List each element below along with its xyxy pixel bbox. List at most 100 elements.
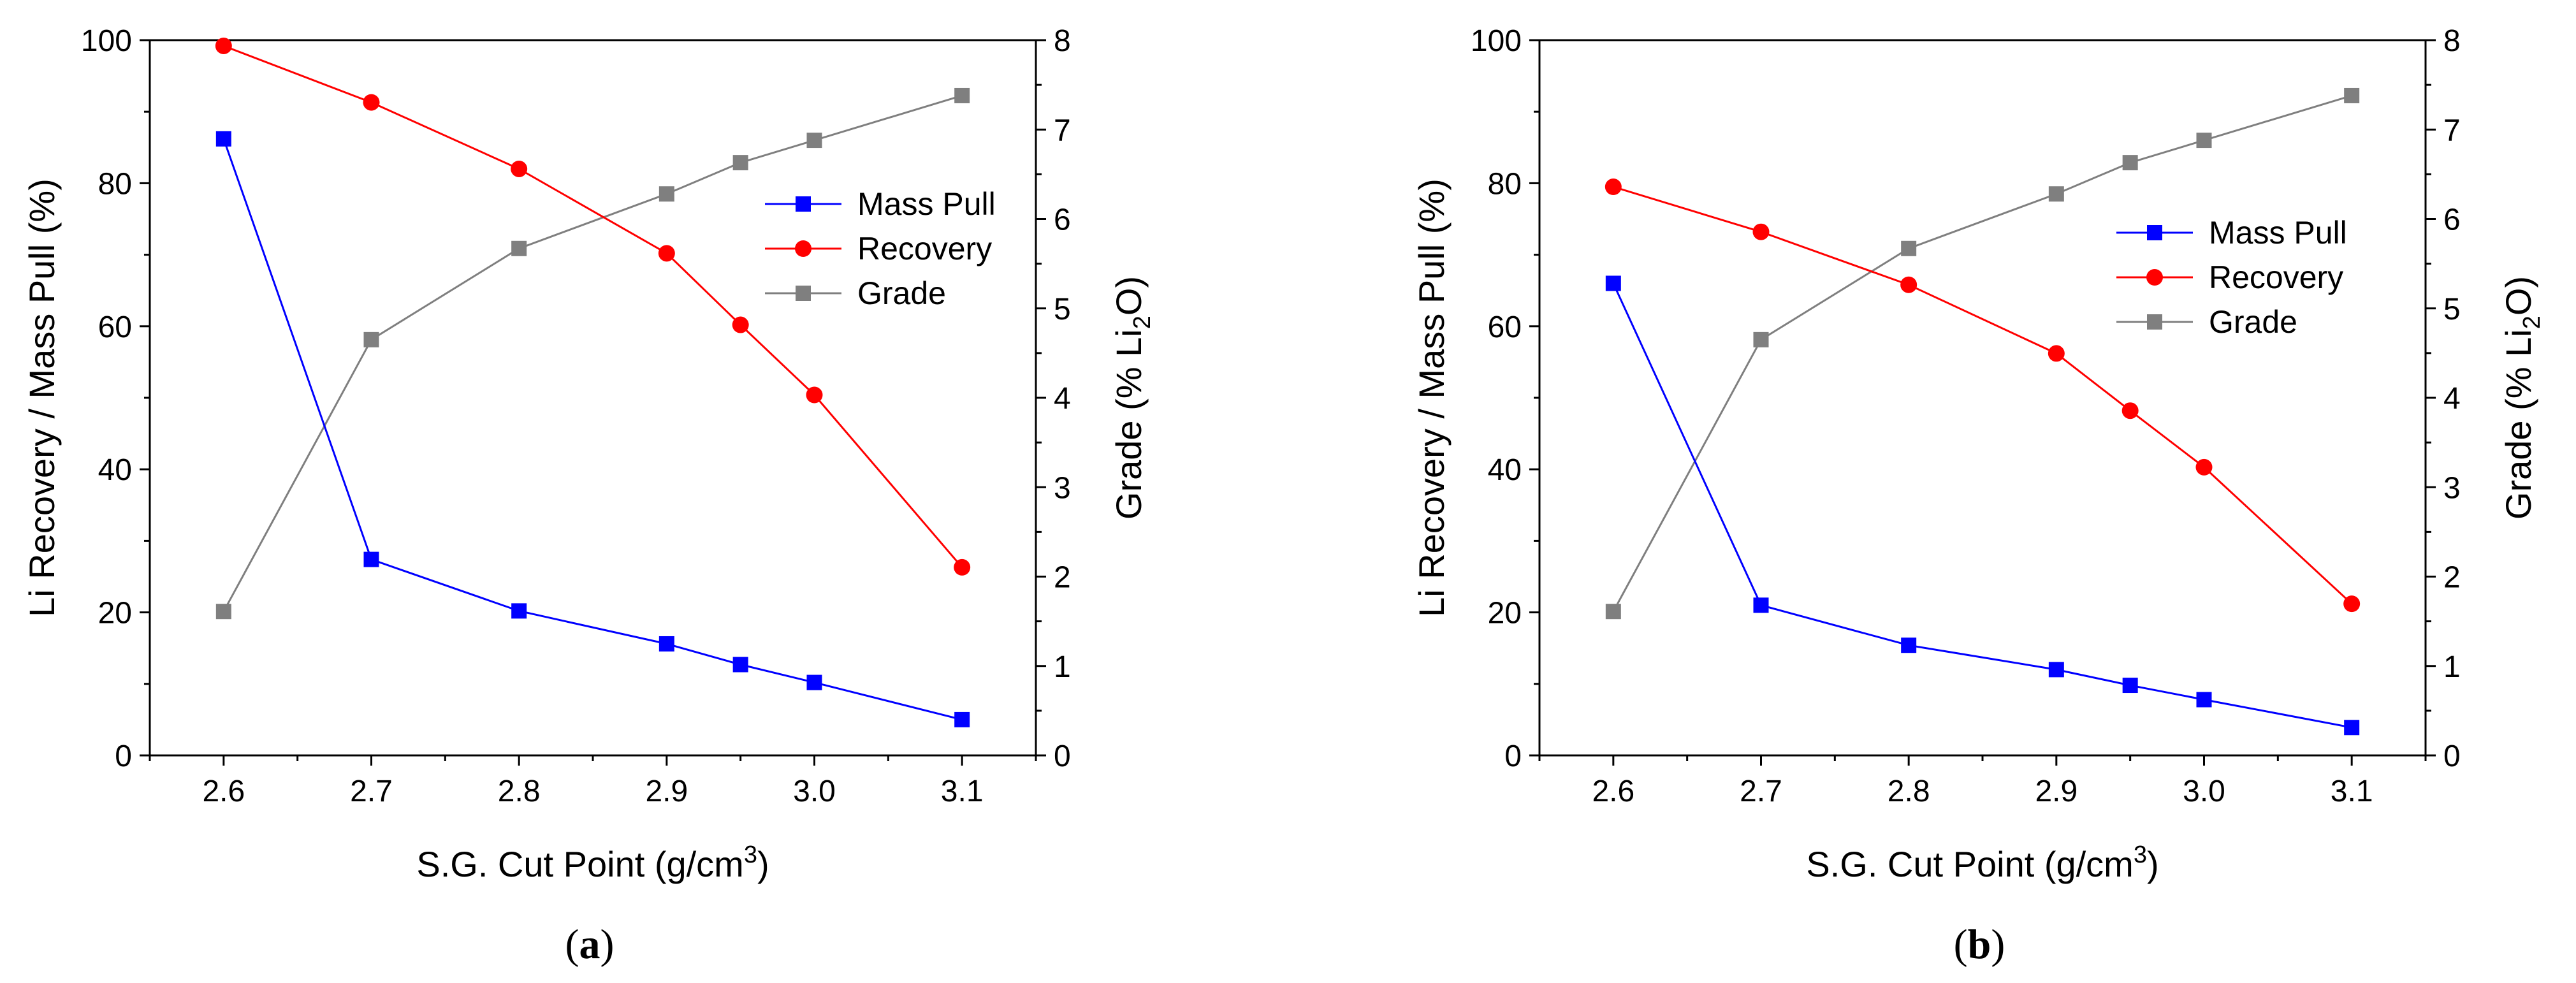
- point-grade: [732, 155, 748, 171]
- point-grade: [363, 331, 379, 347]
- y-left-tick-label: 40: [1488, 453, 1522, 487]
- point-recovery: [732, 316, 749, 333]
- point-grade: [2344, 87, 2360, 103]
- panel-label-letter: a: [579, 921, 600, 968]
- y-right-axis-title-tail: O): [2498, 276, 2538, 316]
- plot-frame: [149, 39, 1037, 757]
- series-line-grade: [1612, 94, 2352, 612]
- y-right-tick-label: 5: [1054, 293, 1071, 326]
- point-recovery: [2343, 595, 2361, 613]
- y-left-tick-label: 0: [1504, 739, 1522, 773]
- y-right-axis-title: Grade (% Li2O): [1109, 276, 1156, 520]
- y-right-tick-label: 1: [1054, 650, 1071, 684]
- point-mass-pull: [1605, 275, 1621, 291]
- panel-label-close: ): [600, 921, 615, 968]
- y-left-tick-label: 60: [98, 310, 132, 344]
- point-grade: [511, 240, 527, 256]
- y-right-tick-label: 6: [1054, 203, 1071, 237]
- point-recovery: [1605, 178, 1622, 196]
- point-recovery: [2121, 402, 2139, 419]
- x-axis-title: S.G. Cut Point (g/cm3): [1806, 841, 2158, 884]
- y-right-tick-label: 5: [2443, 293, 2461, 326]
- y-left-axis-title: Li Recovery / Mass Pull (%): [22, 178, 62, 617]
- y-right-axis-title-sub: 2: [1129, 316, 1156, 329]
- point-recovery: [658, 245, 675, 262]
- x-tick-label: 2.7: [1740, 775, 1782, 808]
- panel-label: (b): [1954, 921, 2005, 968]
- series-line-mass-pull: [222, 138, 963, 721]
- y-right-axis-title-main: Grade (% Li: [1109, 329, 1149, 520]
- x-axis-title-sup: 3: [2134, 841, 2147, 868]
- point-grade: [1753, 331, 1769, 347]
- y-left-tick-label: 40: [98, 453, 132, 487]
- point-mass-pull: [511, 603, 527, 619]
- series-line-recovery: [223, 45, 963, 568]
- series-line-grade: [222, 94, 963, 612]
- y-right-tick-label: 4: [2443, 382, 2461, 416]
- point-recovery: [511, 160, 528, 177]
- point-recovery: [2048, 345, 2065, 362]
- x-tick-label: 2.8: [1888, 775, 1930, 808]
- point-mass-pull: [659, 636, 674, 652]
- x-tick-label: 3.0: [793, 775, 836, 808]
- legend-label-mass-pull: Mass Pull: [2209, 215, 2347, 251]
- point-mass-pull: [732, 657, 748, 673]
- y-right-axis-title: Grade (% Li2O): [2498, 276, 2545, 520]
- y-right-tick-label: 7: [1054, 113, 1071, 147]
- point-mass-pull: [2122, 678, 2138, 694]
- legend: Mass Pull Recovery Grade: [765, 186, 996, 311]
- point-recovery: [2195, 458, 2213, 476]
- y-right-tick-label: 2: [2443, 561, 2461, 595]
- x-tick-label: 2.8: [498, 775, 541, 808]
- legend-label-grade: Grade: [2209, 304, 2297, 340]
- x-axis-title-sup: 3: [744, 841, 757, 868]
- panel-label: (a): [565, 921, 615, 968]
- y-right-tick-label: 1: [2443, 650, 2461, 684]
- y-right-axis-title-main: Grade (% Li: [2498, 329, 2538, 520]
- point-recovery: [1752, 223, 1770, 240]
- panel-label-letter: b: [1968, 921, 1991, 968]
- chart-panel-a: 2.6 2.7 2.8 2.9 3.0 3.1 0 20 40 60 80 100 0 1 2 3 4 5 6 7 8 S…: [22, 24, 1156, 968]
- x-tick-label: 3.1: [941, 775, 984, 808]
- point-recovery: [363, 94, 380, 111]
- legend-marker-grade: [2147, 314, 2162, 330]
- point-grade: [806, 133, 822, 149]
- x-axis-title-tail: ): [2147, 844, 2159, 884]
- plot-frame: [1538, 39, 2427, 757]
- point-mass-pull: [954, 711, 970, 727]
- x-axis-title: S.G. Cut Point (g/cm3): [416, 841, 769, 884]
- x-axis-title-main: S.G. Cut Point (g/cm: [416, 844, 744, 884]
- y-left-tick-label: 100: [1471, 24, 1522, 58]
- legend-marker-recovery: [795, 240, 811, 257]
- legend-marker-recovery: [2146, 269, 2163, 286]
- y-right-tick-label: 8: [1054, 24, 1071, 58]
- y-left-tick-label: 0: [115, 739, 132, 773]
- legend-label-recovery: Recovery: [857, 231, 992, 266]
- x-tick-label: 2.9: [2035, 775, 2078, 808]
- x-tick-label: 2.6: [1592, 775, 1634, 808]
- y-right-tick-label: 8: [2443, 24, 2461, 58]
- x-tick-label: 2.9: [645, 775, 688, 808]
- y-right-tick-label: 3: [1054, 471, 1071, 505]
- y-left-tick-label: 80: [98, 167, 132, 201]
- legend-marker-mass-pull: [2147, 225, 2162, 240]
- y-left-tick-label: 60: [1488, 310, 1522, 344]
- legend-label-recovery: Recovery: [2209, 259, 2343, 295]
- point-mass-pull: [2344, 720, 2360, 736]
- y-right-axis-title-tail: O): [1109, 276, 1149, 316]
- point-grade: [954, 87, 970, 103]
- y-left-axis-title: Li Recovery / Mass Pull (%): [1411, 178, 1452, 617]
- y-left-tick-label: 80: [1488, 167, 1522, 201]
- x-tick-label: 3.0: [2183, 775, 2225, 808]
- point-mass-pull: [806, 674, 822, 690]
- y-right-tick-label: 0: [1054, 739, 1071, 773]
- y-left-tick-label: 20: [1488, 597, 1522, 630]
- point-recovery: [215, 37, 232, 54]
- point-grade: [2196, 133, 2212, 149]
- x-tick-label: 2.7: [350, 775, 393, 808]
- point-mass-pull: [2048, 662, 2064, 678]
- y-right-tick-label: 3: [2443, 471, 2461, 505]
- x-axis-title-tail: ): [757, 844, 769, 884]
- panel-label-open: (: [565, 921, 579, 968]
- x-axis-title-main: S.G. Cut Point (g/cm: [1806, 844, 2134, 884]
